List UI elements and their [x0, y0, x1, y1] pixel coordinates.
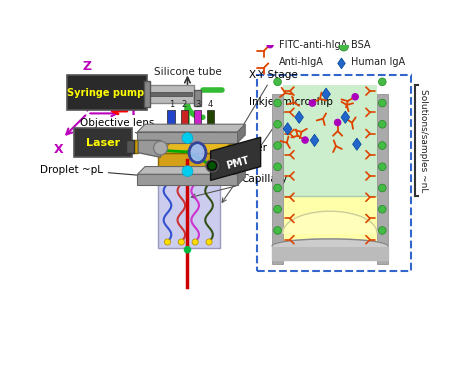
Circle shape	[378, 227, 386, 234]
Circle shape	[209, 163, 215, 169]
Text: Y: Y	[128, 105, 137, 118]
Polygon shape	[341, 111, 350, 123]
Bar	[272, 94, 283, 264]
Circle shape	[178, 239, 184, 245]
Polygon shape	[237, 124, 245, 142]
Polygon shape	[322, 88, 330, 100]
Text: X-Y Stage: X-Y Stage	[236, 70, 298, 138]
Circle shape	[184, 246, 191, 253]
Circle shape	[310, 100, 316, 106]
Circle shape	[378, 163, 386, 171]
Polygon shape	[237, 166, 245, 185]
Bar	[194, 110, 201, 141]
Polygon shape	[210, 137, 261, 180]
Circle shape	[378, 142, 386, 149]
Bar	[126, 140, 134, 153]
Circle shape	[164, 239, 171, 245]
Polygon shape	[158, 141, 234, 153]
Polygon shape	[337, 58, 345, 69]
Polygon shape	[158, 153, 220, 175]
Bar	[257, 75, 411, 271]
Bar	[181, 110, 188, 141]
Bar	[167, 110, 175, 141]
Bar	[74, 128, 132, 157]
Circle shape	[273, 184, 282, 192]
Polygon shape	[137, 124, 245, 132]
Text: Filter: Filter	[210, 143, 267, 154]
Polygon shape	[353, 138, 361, 150]
Circle shape	[378, 99, 386, 107]
Text: Human IgA: Human IgA	[351, 57, 405, 67]
Text: 1: 1	[169, 100, 174, 109]
Text: 3: 3	[195, 100, 200, 109]
Circle shape	[273, 120, 282, 128]
Polygon shape	[220, 141, 234, 175]
Polygon shape	[137, 166, 245, 174]
Text: Objective lens: Objective lens	[80, 119, 154, 137]
Circle shape	[378, 184, 386, 192]
Bar	[147, 85, 194, 103]
Text: Droplet ~pL: Droplet ~pL	[40, 165, 178, 180]
Polygon shape	[137, 174, 237, 185]
Polygon shape	[138, 140, 161, 157]
Bar	[283, 196, 377, 246]
Bar	[283, 85, 377, 196]
Text: Z: Z	[83, 59, 92, 73]
Bar	[207, 110, 214, 141]
Circle shape	[352, 94, 358, 100]
Polygon shape	[272, 239, 388, 246]
Polygon shape	[283, 211, 377, 233]
Ellipse shape	[154, 141, 167, 155]
Bar	[150, 92, 192, 96]
Text: Anti-hIgA: Anti-hIgA	[279, 57, 324, 67]
Text: Capillary: Capillary	[191, 174, 288, 198]
Bar	[158, 177, 220, 248]
Bar	[132, 140, 138, 153]
Circle shape	[378, 205, 386, 213]
Circle shape	[182, 166, 193, 177]
Bar	[194, 89, 201, 107]
Circle shape	[273, 142, 282, 149]
Bar	[377, 94, 388, 264]
Circle shape	[182, 133, 193, 144]
Circle shape	[302, 137, 308, 143]
Polygon shape	[137, 132, 237, 142]
Text: 4: 4	[208, 100, 213, 109]
Bar	[66, 75, 147, 110]
Circle shape	[273, 163, 282, 171]
Text: X: X	[53, 142, 63, 156]
Circle shape	[273, 99, 282, 107]
Text: Inkjet microchip: Inkjet microchip	[222, 97, 333, 202]
Circle shape	[192, 239, 198, 245]
Circle shape	[273, 227, 282, 234]
Text: FITC-anti-hIgA: FITC-anti-hIgA	[279, 40, 347, 50]
Circle shape	[273, 78, 282, 86]
Circle shape	[206, 239, 212, 245]
Text: Solutions/samples ~nL: Solutions/samples ~nL	[419, 89, 428, 192]
Text: Laser: Laser	[86, 138, 120, 148]
Ellipse shape	[189, 142, 206, 163]
Circle shape	[378, 120, 386, 128]
Text: Silicone tube: Silicone tube	[154, 67, 221, 77]
Text: 2: 2	[182, 100, 187, 109]
Text: Syringe pump: Syringe pump	[66, 88, 144, 98]
Circle shape	[273, 205, 282, 213]
Text: BSA: BSA	[351, 40, 370, 50]
Text: PMT: PMT	[225, 156, 250, 171]
Circle shape	[267, 42, 273, 48]
Circle shape	[335, 119, 341, 126]
Circle shape	[339, 42, 348, 51]
Bar	[144, 81, 150, 107]
Polygon shape	[272, 246, 388, 260]
Circle shape	[378, 78, 386, 86]
Polygon shape	[310, 134, 319, 147]
Polygon shape	[295, 111, 303, 123]
Circle shape	[206, 160, 219, 172]
Polygon shape	[283, 123, 292, 135]
